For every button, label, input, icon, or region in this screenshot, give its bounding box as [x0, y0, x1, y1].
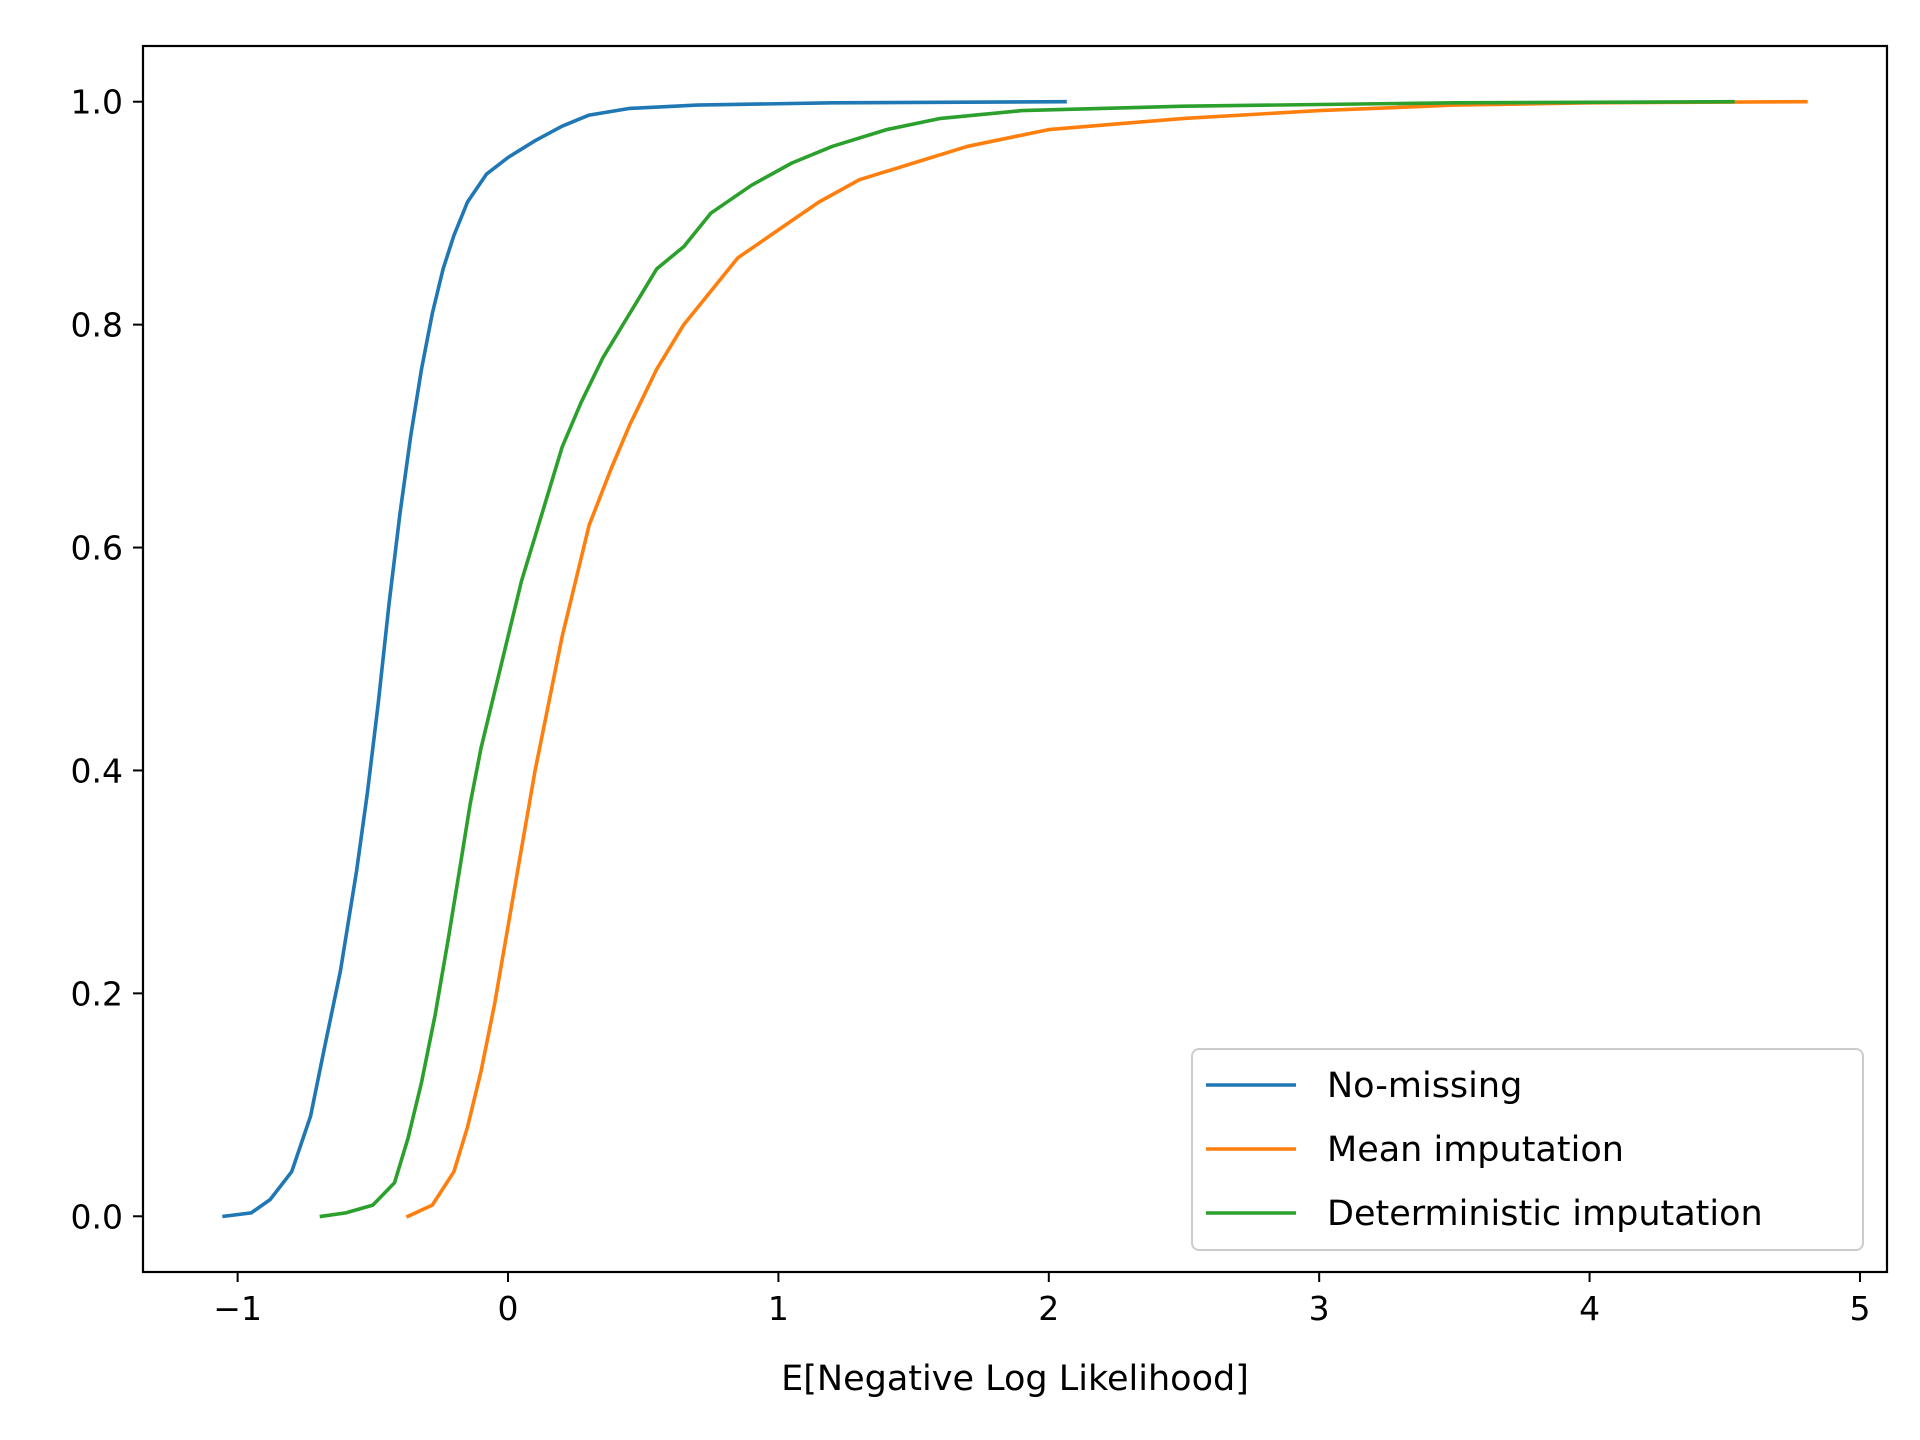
series-layer	[222, 99, 1808, 1219]
y-tick-label: 0.0	[71, 1197, 123, 1236]
x-axis: −1 0 1 2 3 4 5	[213, 1272, 1870, 1328]
y-tick-label: 0.4	[71, 751, 123, 790]
y-axis: 0.0 0.2 0.4 0.6 0.8 1.0	[71, 83, 143, 1236]
x-tick-label: 2	[1038, 1289, 1059, 1328]
legend-label: Mean imputation	[1327, 1130, 1624, 1170]
series-line-1	[405, 99, 1808, 1219]
y-tick-label: 0.8	[71, 306, 123, 345]
legend-label: No-missing	[1327, 1066, 1522, 1106]
legend: No-missing Mean imputation Deterministic i…	[1191, 1048, 1864, 1251]
x-tick-label: 5	[1849, 1289, 1870, 1328]
y-tick-label: 0.2	[71, 974, 123, 1013]
y-tick-label: 0.6	[71, 529, 123, 568]
x-tick-label: 0	[498, 1289, 519, 1328]
x-tick-label: 3	[1309, 1289, 1330, 1328]
x-tick-label: 1	[768, 1289, 789, 1328]
y-tick-label: 1.0	[71, 83, 123, 122]
plot-frame	[141, 44, 1889, 1274]
series-line-2	[319, 99, 1735, 1219]
x-tick-label: −1	[213, 1289, 262, 1328]
series-line-0	[222, 99, 1067, 1219]
legend-label: Deterministic imputation	[1327, 1194, 1763, 1234]
legend-box	[1191, 1048, 1864, 1251]
x-tick-label: 4	[1579, 1289, 1600, 1328]
x-axis-label: E[Negative Log Likelihood]	[781, 1359, 1249, 1399]
